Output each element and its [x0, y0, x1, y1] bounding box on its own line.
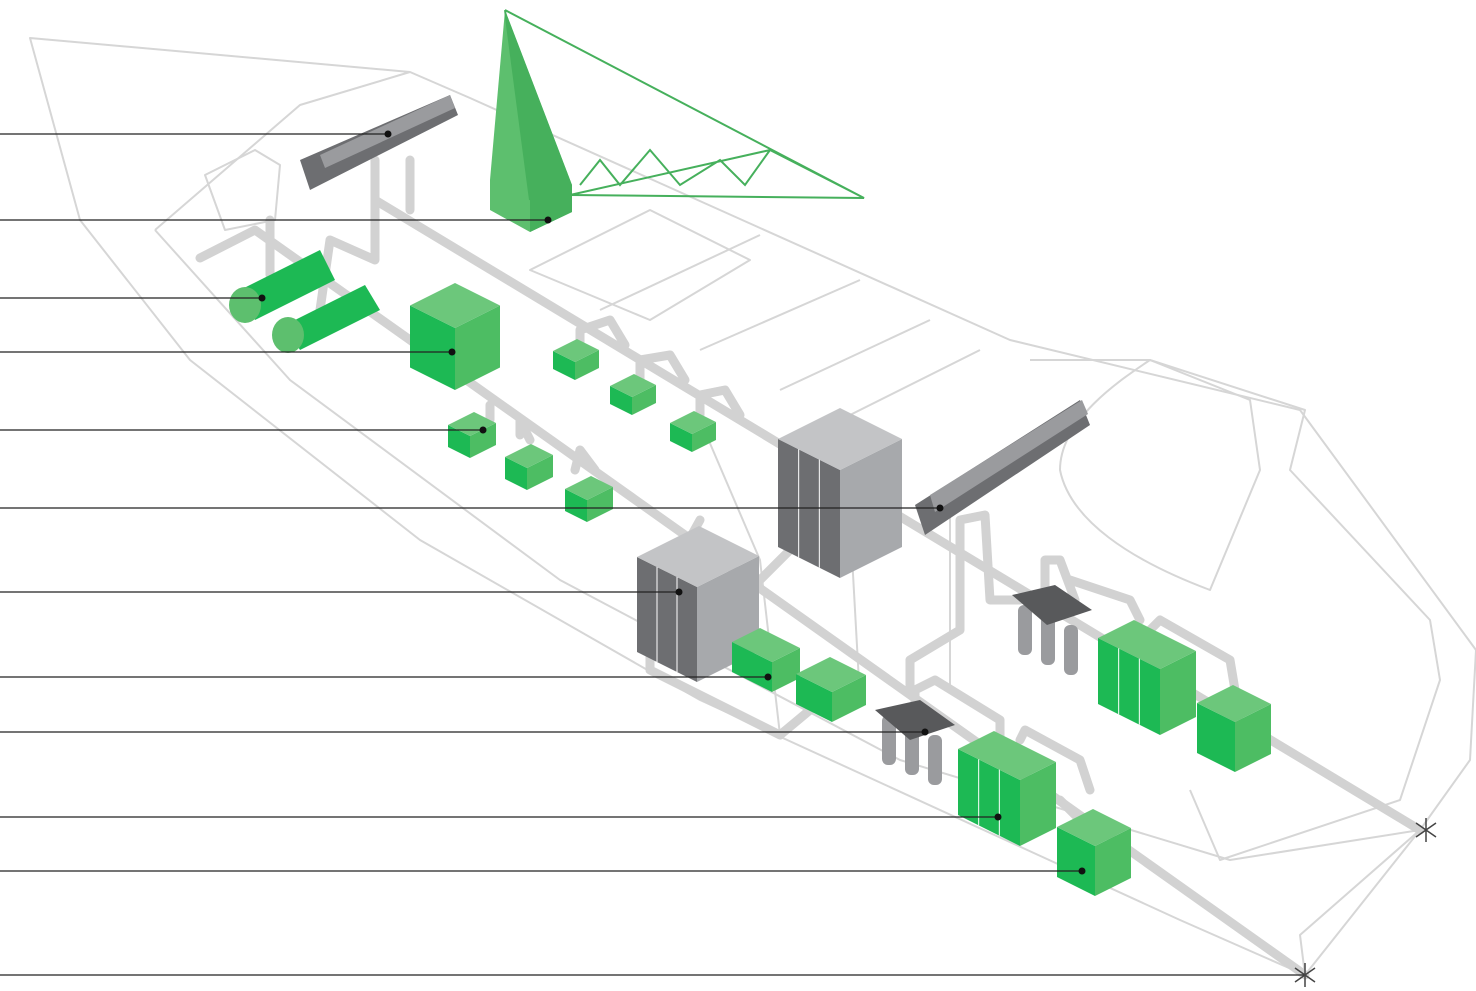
manifold	[1012, 585, 1092, 625]
box-face	[505, 444, 553, 468]
asterisk	[1294, 818, 1437, 987]
leader-dot	[384, 130, 392, 138]
leader-dot	[544, 216, 552, 224]
box-face	[1098, 638, 1160, 735]
leader-dot	[764, 673, 772, 681]
stern-line	[1299, 829, 1421, 976]
leader-dot	[994, 813, 1002, 821]
filter	[1041, 615, 1055, 665]
tank-end	[272, 317, 304, 353]
leader-dot	[1078, 867, 1086, 875]
filter	[1064, 625, 1078, 675]
mast-face	[505, 10, 572, 232]
box-face	[565, 476, 613, 500]
tank	[285, 285, 380, 350]
box-face	[1160, 651, 1196, 735]
filter	[1018, 605, 1032, 655]
leader-dot	[936, 504, 944, 512]
pipe	[905, 510, 1240, 835]
box-face	[778, 408, 902, 470]
box-face	[796, 657, 866, 692]
box-face	[958, 731, 1056, 780]
box-face	[553, 339, 599, 362]
mast-rigging	[504, 9, 865, 201]
filter	[882, 715, 896, 765]
filter	[928, 735, 942, 785]
box-face	[1057, 809, 1131, 846]
leaders	[0, 130, 1437, 987]
box-face	[1095, 828, 1131, 896]
deck-panel	[529, 209, 981, 421]
deck-edge	[154, 71, 1421, 861]
box-face	[637, 557, 697, 682]
manifold	[875, 700, 955, 740]
box-face	[470, 423, 496, 458]
equipment	[410, 283, 1271, 896]
windshield	[1059, 359, 1261, 591]
hull-outline	[29, 37, 1476, 976]
box-face	[1020, 762, 1056, 846]
pipe	[485, 400, 600, 475]
box-face	[632, 385, 656, 415]
box-face	[670, 423, 692, 452]
box-face	[527, 455, 553, 490]
box-face	[958, 749, 1020, 846]
mast	[490, 9, 865, 232]
box-face	[610, 386, 632, 415]
box-face	[587, 487, 613, 522]
manifolds	[875, 585, 1092, 785]
box-face	[410, 305, 455, 390]
rack-front	[930, 400, 1088, 512]
leader-dot	[479, 426, 487, 434]
box-face	[553, 351, 575, 380]
leader-dot	[921, 728, 929, 736]
cylinders	[229, 250, 380, 353]
pipe	[195, 225, 1310, 980]
bow-seat	[204, 149, 281, 231]
box-face	[692, 422, 716, 452]
box-face	[832, 675, 866, 722]
box-face	[1235, 704, 1271, 772]
leader-dot	[448, 348, 456, 356]
box-face	[732, 642, 772, 692]
box-face	[796, 674, 832, 722]
leader-dot	[675, 588, 683, 596]
box-face	[1057, 827, 1095, 896]
box-face	[455, 305, 500, 390]
tank-end	[229, 287, 261, 323]
box-face	[637, 526, 759, 587]
cabin	[1030, 359, 1441, 861]
box-face	[575, 350, 599, 380]
hull	[29, 37, 1476, 976]
box-face	[410, 283, 500, 328]
box-face	[1098, 620, 1196, 669]
box-face	[670, 411, 716, 434]
box-face	[772, 648, 800, 692]
racks	[300, 95, 1090, 535]
box-face	[1197, 703, 1235, 772]
tank	[240, 250, 335, 320]
pipe	[575, 315, 745, 420]
leader-dot	[258, 294, 266, 302]
box-face	[610, 374, 656, 397]
box-face	[732, 628, 800, 662]
box-face	[1197, 685, 1271, 722]
pipes	[195, 155, 1425, 980]
